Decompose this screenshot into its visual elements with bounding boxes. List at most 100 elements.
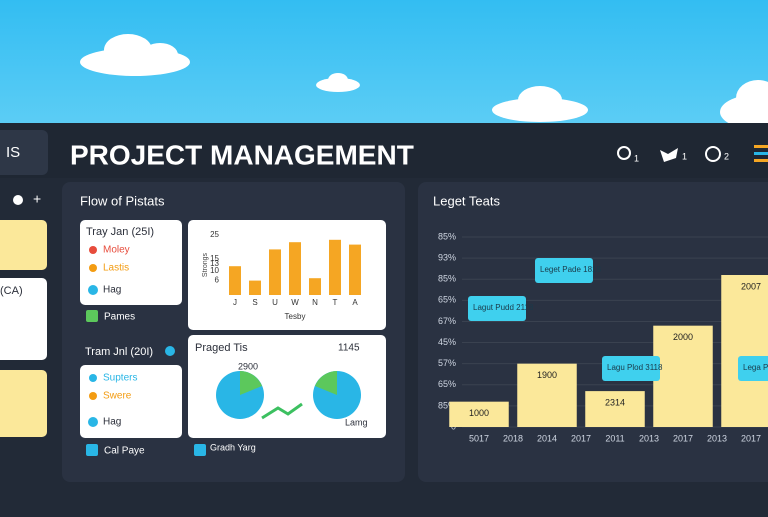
sidebar-tab[interactable] xyxy=(0,130,48,175)
add-icon[interactable]: + xyxy=(33,191,41,207)
pie-label: Lamg xyxy=(345,417,368,427)
status-dot xyxy=(89,392,97,400)
y-tick-label: 6 xyxy=(215,276,220,285)
y-tick-label: 85% xyxy=(438,274,456,284)
status-dot xyxy=(89,374,97,382)
bar xyxy=(309,278,321,295)
status-dot xyxy=(89,246,97,254)
callout xyxy=(535,258,593,283)
globe-icon[interactable] xyxy=(705,146,721,162)
toolbar: 1 1 2 xyxy=(617,145,768,163)
bar xyxy=(517,363,577,427)
status-dot xyxy=(88,417,98,427)
y-tick-label: 10 xyxy=(210,266,219,275)
side-card-label: (CA) xyxy=(0,285,23,297)
x-tick-label: 2017 xyxy=(741,433,761,443)
y-tick-label: 45% xyxy=(438,337,456,347)
y-axis-label: Strongs xyxy=(202,252,209,277)
x-tick-label: N xyxy=(312,298,318,307)
pie-value: 2900 xyxy=(238,361,258,371)
card-footer: Pames xyxy=(104,312,135,323)
x-tick-label: 2014 xyxy=(537,433,557,443)
y-tick-label: 15 xyxy=(210,254,219,263)
footer-icon xyxy=(194,444,206,456)
x-tick-label: J xyxy=(233,298,237,307)
badge: 1 xyxy=(634,153,639,163)
card-item: Moley xyxy=(103,245,130,256)
callout-text: Lagu Plod 3118 xyxy=(607,363,663,372)
badge: 1 xyxy=(682,151,687,161)
card-title: Tray Jan (25I) xyxy=(86,226,154,238)
card-item: Hag xyxy=(103,285,121,296)
x-tick-label: 2013 xyxy=(707,433,727,443)
status-dot xyxy=(88,285,98,295)
callout-text: Lega Po 1318 xyxy=(743,363,768,372)
x-tick-label: 2018 xyxy=(503,433,523,443)
search-icon[interactable] xyxy=(617,146,631,160)
x-tick-label: S xyxy=(252,298,257,307)
menu-icon[interactable] xyxy=(754,145,768,148)
status-dot xyxy=(89,264,97,272)
x-axis-label: Tesby xyxy=(285,312,306,321)
bar-label: 1900 xyxy=(537,370,557,380)
sidebar-label: IS xyxy=(6,144,20,161)
dot-icon[interactable] xyxy=(13,195,23,205)
card-item: Hag xyxy=(103,417,121,428)
y-tick-label: 85% xyxy=(438,400,456,410)
badge: 2 xyxy=(724,151,729,161)
card-footer: Cal Paye xyxy=(104,446,145,457)
x-tick-label: 2011 xyxy=(605,433,624,443)
callout-text: Leget Pade 1818 xyxy=(540,265,601,274)
bar xyxy=(229,266,241,295)
x-tick-label: T xyxy=(333,298,338,307)
card-item: Swere xyxy=(103,391,132,402)
bar-label: 2000 xyxy=(673,332,693,342)
y-tick-label: 65% xyxy=(438,379,456,389)
pie-slice xyxy=(240,371,262,395)
y-tick-label: 67% xyxy=(438,316,456,326)
bar xyxy=(585,391,645,427)
bar xyxy=(721,275,768,427)
sticky-card[interactable] xyxy=(0,370,47,437)
bird-icon[interactable] xyxy=(660,148,678,162)
bar xyxy=(269,249,281,295)
callout xyxy=(468,296,526,321)
clouds xyxy=(80,34,768,130)
pie-count: 1145 xyxy=(338,343,360,354)
card-footer: Gradh Yarg xyxy=(210,442,256,452)
header-bar xyxy=(0,123,768,178)
bar-label: 2314 xyxy=(605,397,625,407)
y-tick-label: 25 xyxy=(210,230,219,239)
status-dot xyxy=(165,346,175,356)
y-tick-label: 65% xyxy=(438,295,456,305)
y-tick-label: 93% xyxy=(438,252,456,262)
bar xyxy=(449,401,509,427)
callout xyxy=(602,356,660,381)
task-card[interactable] xyxy=(80,365,182,438)
sticky-card[interactable] xyxy=(0,220,47,270)
x-tick-label: U xyxy=(272,298,278,307)
task-card[interactable] xyxy=(80,220,182,305)
callout-text: Lagut Pudd 2118 xyxy=(473,303,534,312)
y-tick-label: 85% xyxy=(438,231,456,241)
card-title: Tram Jnl (20I) xyxy=(85,346,153,358)
callout xyxy=(738,356,768,381)
bar xyxy=(653,325,713,427)
x-tick-label: W xyxy=(291,298,299,307)
charts: 610131525JSUWNTATesbyStrongs085%65%57%45… xyxy=(202,230,768,443)
x-tick-label: 2017 xyxy=(673,433,693,443)
trend-arrow xyxy=(261,402,303,420)
x-tick-label: 5017 xyxy=(469,433,489,443)
footer-icon xyxy=(86,310,98,322)
card-item: Lastis xyxy=(103,263,129,274)
menu-icon xyxy=(754,159,768,162)
side-card[interactable] xyxy=(0,278,47,360)
bar xyxy=(249,280,261,295)
card-item: Supters xyxy=(103,373,137,384)
y-tick-label: 13 xyxy=(210,259,219,268)
bar-label: 2007 xyxy=(741,281,761,291)
pie-title: Praged Tis xyxy=(195,342,248,354)
footer-icon xyxy=(86,444,98,456)
bar xyxy=(349,244,361,295)
